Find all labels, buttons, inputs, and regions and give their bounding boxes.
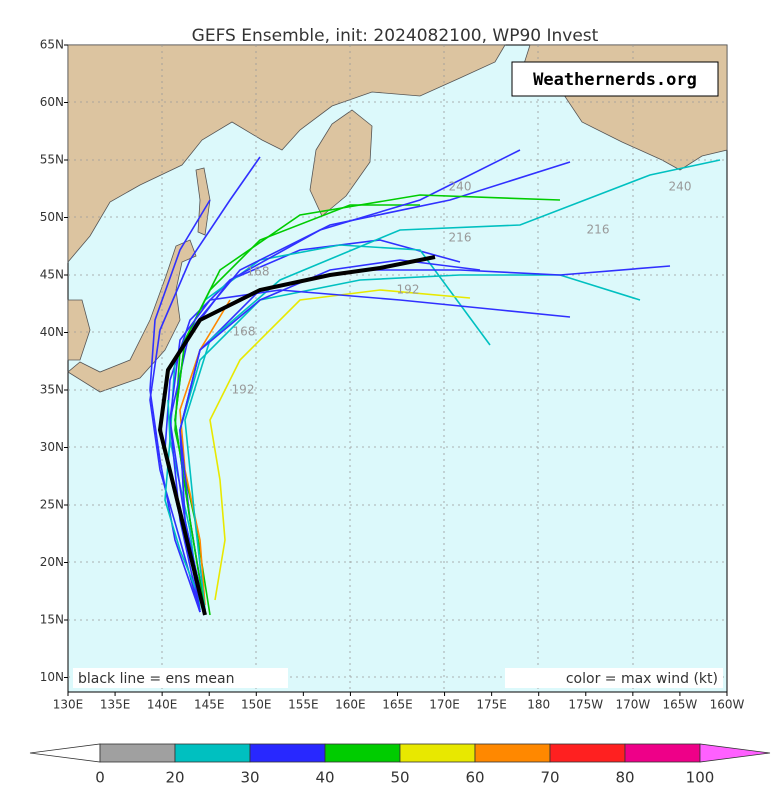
colorbar-label: 80: [615, 769, 634, 787]
watermark: Weathernerds.org: [533, 70, 697, 90]
hour-label: 192: [232, 383, 255, 397]
lat-label: 10N: [40, 670, 64, 684]
lon-label: 130E: [53, 698, 84, 712]
lon-label: 165E: [382, 698, 413, 712]
lon-label: 170E: [429, 698, 460, 712]
watermark-box: [511, 61, 719, 97]
lon-label: 180: [527, 698, 550, 712]
lon-label: 140E: [147, 698, 178, 712]
hour-label: 240: [449, 180, 472, 194]
hour-label: 216: [587, 223, 610, 237]
colorbar-label: 20: [165, 769, 184, 787]
lat-label: 40N: [40, 325, 64, 339]
hour-label: 240: [669, 180, 692, 194]
hour-label: 216: [449, 231, 472, 245]
ensemble-mean-track: [157, 255, 436, 616]
lat-label: 60N: [40, 95, 64, 109]
lat-label: 65N: [40, 38, 64, 52]
colorbar-label: 40: [315, 769, 334, 787]
lat-label: 50N: [40, 210, 64, 224]
title: GEFS Ensemble, init: 2024082100, WP90 In…: [192, 26, 599, 46]
map-area: 240 240 216 216 192 192 168 168 Weathernerds.or…: [67, 44, 728, 693]
lon-label: 150E: [241, 698, 272, 712]
hour-label: 168: [247, 265, 270, 279]
lat-label: 20N: [40, 555, 64, 569]
colorbar-label: 0: [95, 769, 105, 787]
legend-left: black line = ens mean: [78, 671, 234, 687]
lon-label: 170W: [615, 698, 650, 712]
legend-right-box: [505, 668, 723, 688]
legend-right: color = max wind (kt): [566, 671, 718, 687]
lon-label: 135E: [100, 698, 131, 712]
lat-label: 55N: [40, 153, 64, 167]
lon-label: 145E: [194, 698, 225, 712]
lat-label: 35N: [40, 383, 64, 397]
hour-label: 168: [233, 325, 256, 339]
lat-label: 25N: [40, 498, 64, 512]
colorbar-label: 70: [540, 769, 559, 787]
lon-label: 175W: [568, 698, 603, 712]
colorbar-label: 30: [240, 769, 259, 787]
lon-label: 160E: [335, 698, 366, 712]
colorbar-label: 100: [686, 769, 715, 787]
colorbar: [29, 743, 771, 763]
legend-left-box: [73, 668, 288, 688]
lon-label: 165W: [663, 698, 698, 712]
colorbar-label: 60: [465, 769, 484, 787]
lon-label: 160W: [710, 698, 745, 712]
lon-label: 155E: [288, 698, 319, 712]
lon-label: 175E: [476, 698, 507, 712]
colorbar-label: 50: [390, 769, 409, 787]
lat-label: 45N: [40, 268, 64, 282]
lat-label: 15N: [40, 613, 64, 627]
axes: 65N 60N 55N 50N 45N 40N 35N 30N 25N 20N 15N 10N 130E…: [40, 38, 745, 712]
lat-label: 30N: [40, 440, 64, 454]
hour-label: 192: [397, 283, 420, 297]
